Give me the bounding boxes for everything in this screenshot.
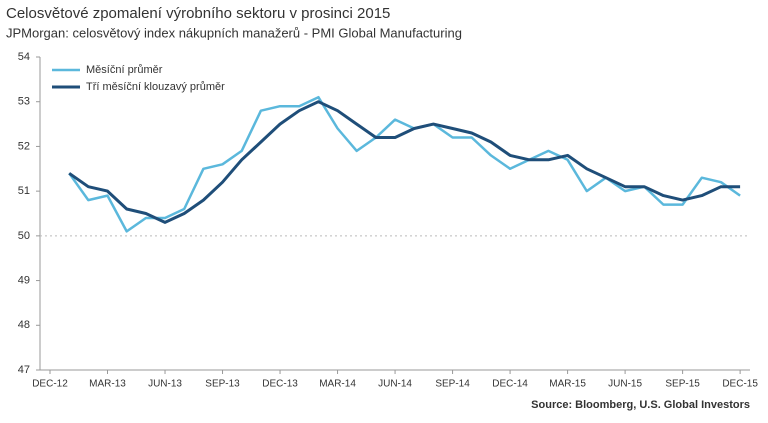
x-tick-label: DEC-15 <box>722 379 758 390</box>
x-tick-label: DEC-14 <box>492 379 528 390</box>
y-tick-label: 48 <box>18 319 30 331</box>
legend-label: Měsíční průměr <box>86 64 163 76</box>
x-tick-label: MAR-13 <box>89 379 126 390</box>
y-tick-label: 47 <box>18 364 30 376</box>
x-tick-label: JUN-13 <box>148 379 182 390</box>
y-tick-label: 53 <box>18 96 30 108</box>
y-tick-label: 52 <box>18 140 30 152</box>
line-series <box>68 95 741 233</box>
y-tick-label: 54 <box>18 51 30 63</box>
x-tick-label: SEP-13 <box>205 379 240 390</box>
x-tick-label: DEC-12 <box>32 379 68 390</box>
x-tick-label: DEC-13 <box>262 379 298 390</box>
legend-label: Tří měsíční klouzavý průměr <box>86 81 225 93</box>
source: Source: Bloomberg, U.S. Global Investors <box>531 399 750 411</box>
x-tick-label: MAR-14 <box>319 379 356 390</box>
y-tick-label: 50 <box>18 230 30 242</box>
x-tick-label: MAR-15 <box>549 379 586 390</box>
y-tick-label: 51 <box>18 185 30 197</box>
chart-title: Celosvětové zpomalení výrobního sektoru … <box>6 5 390 22</box>
y-tick-label: 49 <box>18 274 30 286</box>
line-series <box>68 100 741 224</box>
x-tick-label: JUN-15 <box>608 379 642 390</box>
x-tick-label: JUN-14 <box>378 379 412 390</box>
x-tick-label: SEP-14 <box>435 379 470 390</box>
x-tick-label: SEP-15 <box>665 379 700 390</box>
chart-subtitle: JPMorgan: celosvětový index nákupních ma… <box>6 25 462 40</box>
